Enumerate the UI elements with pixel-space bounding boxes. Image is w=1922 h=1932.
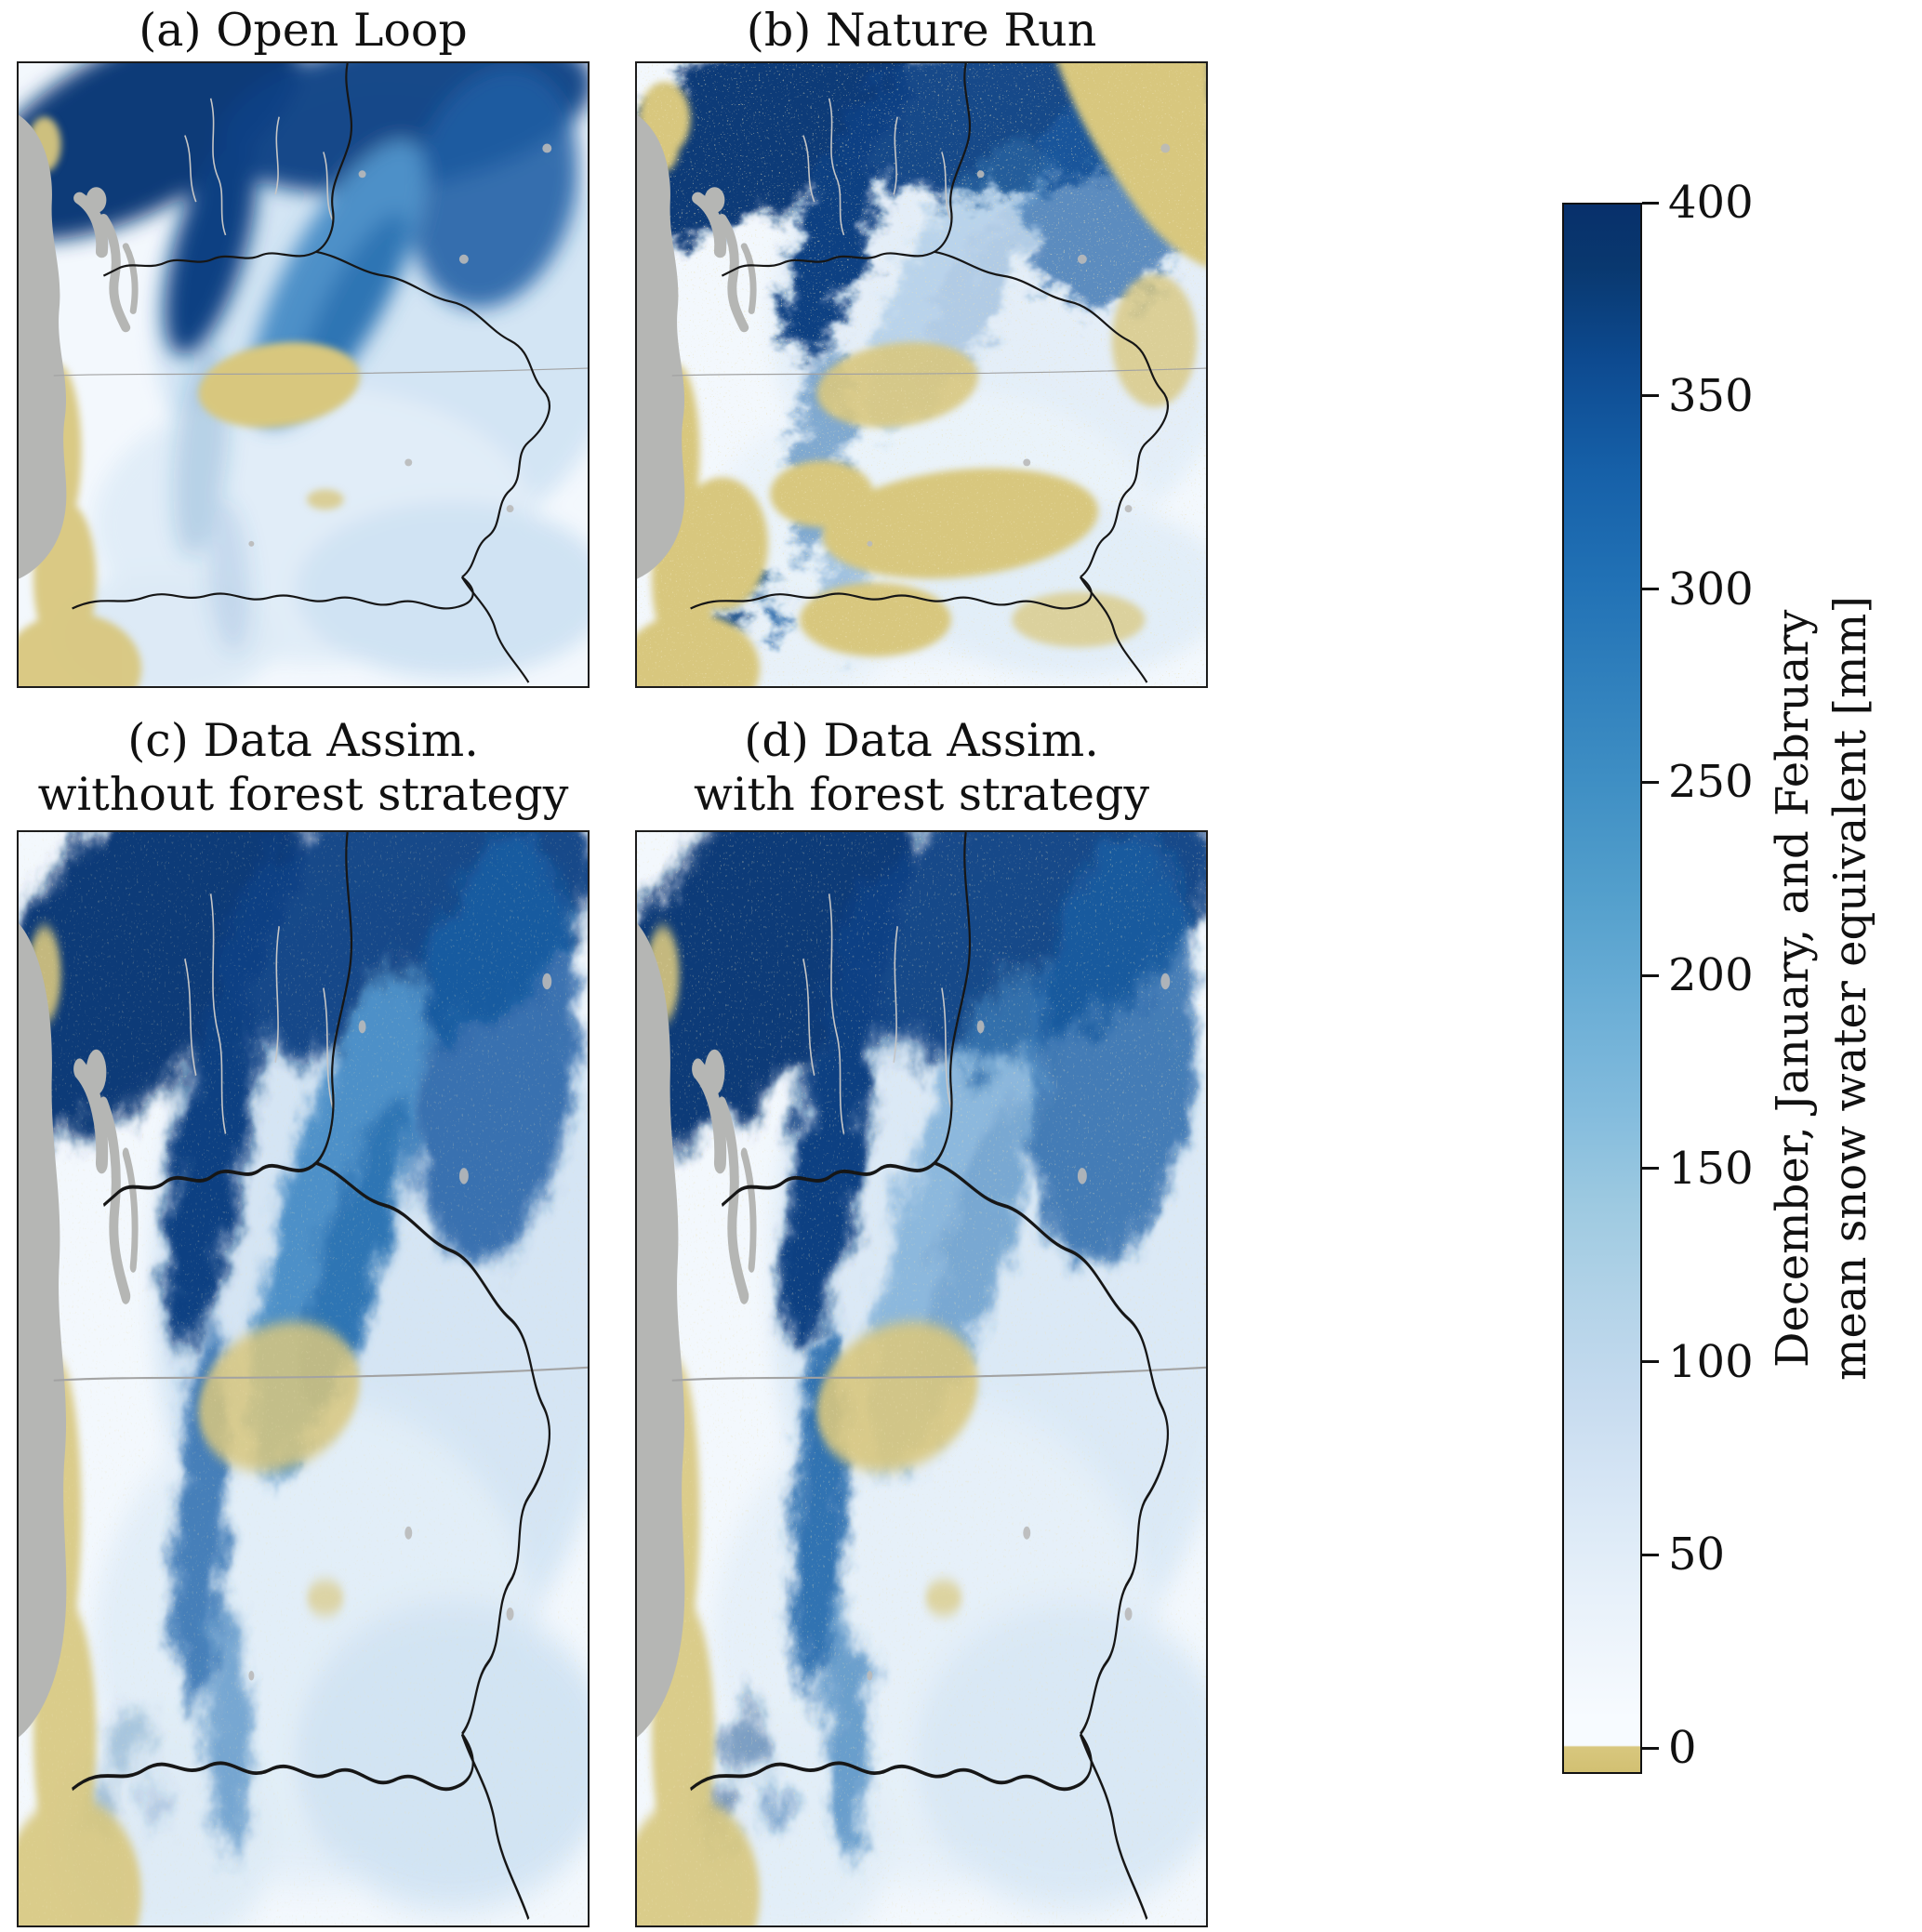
colorbar-tick-label-50: 50 [1668, 1528, 1726, 1581]
state-border-line [53, 1366, 588, 1382]
lakes [867, 143, 1171, 547]
panel-b-title: (b) Nature Run [746, 4, 1097, 57]
puget-sound-inlets [73, 1058, 139, 1304]
puget-sound-inlets [73, 192, 139, 333]
colorbar-tick-label-100: 100 [1668, 1335, 1754, 1388]
state-border-line [671, 367, 1206, 377]
state-border-line [53, 367, 588, 377]
colorbar: 400 350 300 250 200 150 100 50 0 [1562, 180, 1754, 1774]
panel-d-title-line1: (d) Data Assim. [744, 714, 1099, 767]
colorbar-tick-mark [1642, 1553, 1659, 1556]
basin-boundaries [72, 63, 550, 683]
colorbar-label-line1: December, January, and February [1767, 609, 1819, 1368]
colorbar-tick-mark [1642, 394, 1659, 398]
rivers [184, 893, 334, 1135]
colorbar-tick-label-400: 400 [1668, 177, 1754, 229]
colorbar-tick-mark [1642, 973, 1659, 977]
basin-boundaries [690, 63, 1169, 683]
panel-c-title-line1: (c) Data Assim. [127, 714, 479, 767]
rivers [802, 98, 952, 236]
colorbar-label-line2: mean snow water equivalent [mm] [1824, 596, 1876, 1381]
puget-sound-inlets [692, 192, 757, 333]
map-panel-b [635, 61, 1208, 688]
colorbar-tick-label-300: 300 [1668, 562, 1754, 615]
state-border-line [671, 1366, 1206, 1382]
lakes [248, 973, 552, 1681]
colorbar-tick-label-0: 0 [1668, 1722, 1697, 1775]
colorbar-tick-mark [1642, 1360, 1659, 1364]
map-panel-d [635, 830, 1208, 1927]
map-panel-a [17, 61, 590, 688]
colorbar-tick-mark [1642, 201, 1659, 205]
colorbar-tick-label-350: 350 [1668, 369, 1754, 422]
basin-boundaries [72, 832, 550, 1921]
colorbar-tick-label-150: 150 [1668, 1142, 1754, 1195]
lakes [248, 143, 552, 547]
puget-sound-inlets [692, 1058, 757, 1304]
rivers [802, 893, 952, 1135]
colorbar-tick-mark [1642, 780, 1659, 784]
colorbar-tick-mark [1642, 588, 1659, 591]
colorbar-tick-label-200: 200 [1668, 949, 1754, 1002]
colorbar-tick-mark [1642, 1167, 1659, 1171]
lakes [867, 973, 1171, 1681]
colorbar-gradient [1562, 203, 1642, 1774]
panel-c-title-line2: without forest strategy [37, 768, 569, 821]
map-panel-c [17, 830, 590, 1927]
rivers [184, 98, 334, 236]
panel-a-title: (a) Open Loop [139, 4, 468, 57]
basin-boundaries [690, 832, 1169, 1921]
panel-d-title-line2: with forest strategy [693, 768, 1150, 821]
colorbar-tick-label-250: 250 [1668, 756, 1754, 809]
colorbar-tick-mark [1642, 1746, 1659, 1750]
